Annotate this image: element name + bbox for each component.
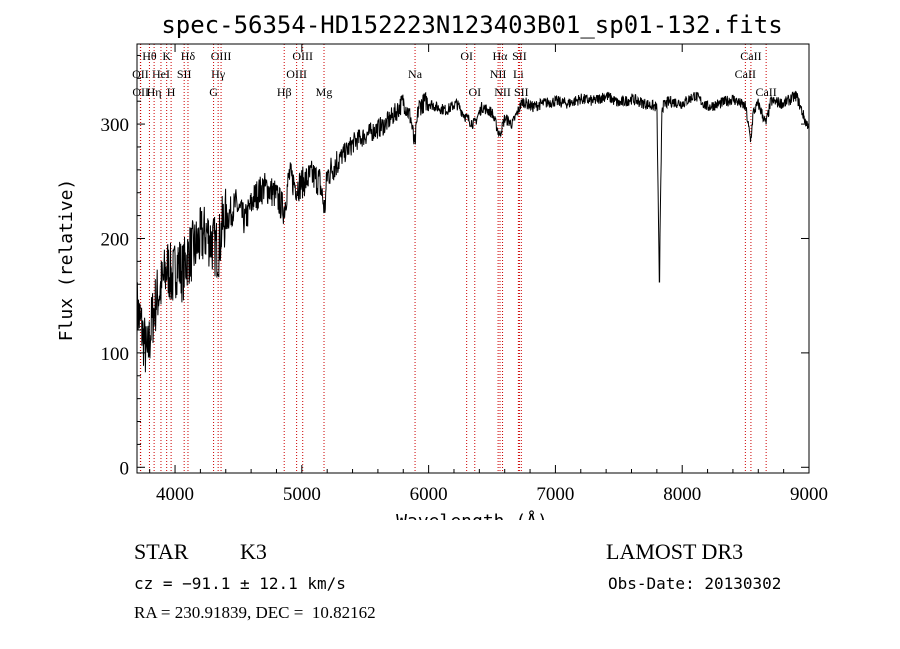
coordinates: RA = 230.91839, DEC = 10.82162 — [134, 603, 376, 622]
line-label-15: Mg — [316, 85, 333, 99]
line-label-11: G — [209, 85, 218, 99]
redshift-text: cz = −91.1 ± 12.1 km/s — [134, 574, 346, 593]
line-label-3: K — [162, 49, 171, 63]
line-label-4: HeI — [152, 67, 170, 81]
line-label-13: OIII — [286, 67, 307, 81]
y-tick-label-3: 300 — [101, 115, 130, 136]
chart-title: spec-56354-HD152223N123403B01_sp01-132.f… — [161, 11, 782, 39]
line-label-16: Na — [408, 67, 423, 81]
line-label-26: CaII — [735, 67, 756, 81]
plot-frame — [136, 43, 810, 474]
line-label-21: NII — [494, 85, 511, 99]
object-class: STAR — [134, 539, 189, 564]
line-label-14: Hβ — [277, 85, 292, 99]
y-tick-label-0: 0 — [120, 458, 130, 479]
x-tick-label-3: 7000 — [536, 484, 574, 505]
line-label-7: SII — [177, 67, 192, 81]
line-label-18: OI — [468, 85, 481, 99]
x-tick-label-5: 9000 — [790, 484, 828, 505]
survey-name: LAMOST DR3 — [606, 539, 744, 564]
line-label-22: SII — [512, 49, 527, 63]
y-axis-label: Flux (relative) — [56, 179, 77, 342]
line-label-20: NII — [490, 67, 507, 81]
line-label-5: Hη — [147, 85, 162, 99]
line-label-12: OIII — [292, 49, 313, 63]
x-tick-label-4: 8000 — [663, 484, 701, 505]
flux-line — [136, 90, 810, 373]
object-subclass: K3 — [240, 539, 267, 564]
x-tick-label-0: 4000 — [156, 484, 194, 505]
y-tick-label-1: 100 — [101, 344, 130, 365]
line-label-8: H — [167, 85, 176, 99]
x-tick-label-2: 6000 — [410, 484, 448, 505]
line-label-24: SII — [514, 85, 529, 99]
x-axis-label: Wavelength (Å) — [396, 510, 548, 520]
line-label-9: OIII — [211, 49, 232, 63]
spectrum-chart: spec-56354-HD152223N123403B01_sp01-132.f… — [56, 11, 828, 520]
x-tick-label-1: 5000 — [283, 484, 321, 505]
y-tick-label-2: 200 — [101, 229, 130, 250]
line-label-27: CaII — [755, 85, 776, 99]
line-label-19: Hα — [493, 49, 509, 63]
flux-series — [136, 90, 810, 373]
line-label-23: Li — [513, 67, 524, 81]
line-label-0: Hθ — [142, 49, 157, 63]
line-label-17: OI — [460, 49, 473, 63]
axis-ticks: 4000 5000 6000 7000 8000 9000 0 100 200 300 — [101, 44, 828, 505]
line-label-25: CaII — [740, 49, 761, 63]
obs-date: Obs-Date: 20130302 — [608, 574, 782, 593]
line-label-6: Hδ — [181, 49, 196, 63]
line-label-10: Hγ — [211, 67, 226, 81]
